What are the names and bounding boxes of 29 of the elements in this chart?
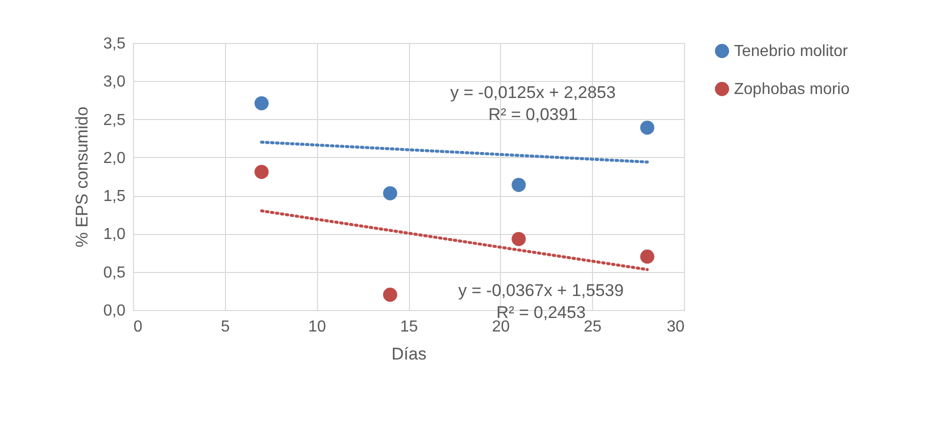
y-tick-label: 0,0: [103, 302, 126, 320]
y-tick-label: 1,0: [103, 226, 126, 244]
point: [512, 178, 526, 192]
y-tick-label: 1,5: [103, 188, 126, 206]
legend-label: Tenebrio molitor: [734, 43, 848, 60]
annotation: y = -0,0125x + 2,2853: [450, 83, 616, 102]
x-tick-label: 10: [308, 318, 326, 336]
y-tick-label: 0,5: [103, 264, 126, 282]
x-tick-label: 25: [584, 318, 602, 336]
annotation: y = -0,0367x + 1,5539: [458, 281, 624, 300]
point: [512, 232, 526, 246]
legend-label: Zophobas morio: [734, 81, 850, 98]
x-tick-label: 15: [400, 318, 418, 336]
y-tick-label: 3,0: [103, 74, 126, 91]
x-tick-label: 30: [666, 318, 685, 336]
point: [383, 186, 398, 200]
point: [640, 250, 654, 264]
annotation: R² = 0,0391: [488, 105, 578, 124]
y-tick-label: 2,0: [103, 150, 126, 167]
x-tick-label: 5: [220, 318, 230, 336]
y-axis-title: % EPS consumido: [72, 106, 92, 248]
y-tick-label: 2,5: [103, 112, 126, 129]
point: [383, 288, 398, 302]
point: [254, 96, 269, 110]
x-axis-title: Días: [392, 344, 426, 364]
x-tick-label: 0: [134, 318, 142, 336]
y-tick-label: 3,5: [103, 36, 126, 52]
point: [254, 164, 269, 179]
point: [640, 120, 654, 135]
